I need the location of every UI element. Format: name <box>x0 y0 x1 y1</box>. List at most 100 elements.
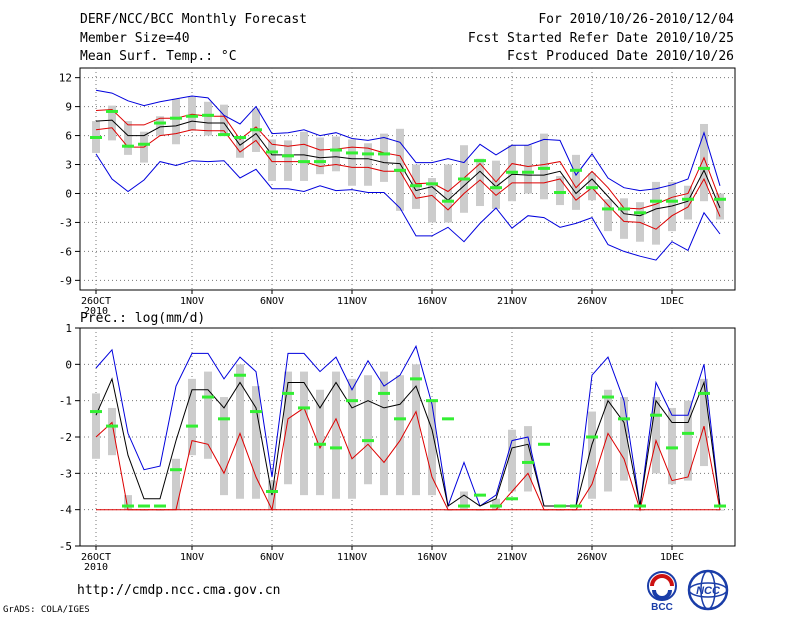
temp-y-tick-label: -3 <box>59 216 72 229</box>
temp-y-tick-label: -6 <box>59 245 72 258</box>
prec-observed-39 <box>698 391 710 395</box>
temp-box-6 <box>172 98 180 145</box>
prec-box-6 <box>172 458 180 510</box>
temp-observed-36 <box>650 199 662 203</box>
prec-box-17 <box>348 378 356 499</box>
temp-box-28 <box>524 145 532 194</box>
temp-observed-8 <box>202 113 214 117</box>
prec-panel-title: Prec.: log(mm/d) <box>80 311 205 326</box>
prec-observed-2 <box>106 424 118 428</box>
temp-box-16 <box>332 136 340 172</box>
temp-observed-11 <box>250 128 262 132</box>
prec-box-33 <box>604 389 612 492</box>
temp-box-3 <box>124 121 132 155</box>
prec-x-tick-label: 1DEC <box>660 552 684 563</box>
temp-observed-26 <box>490 186 502 190</box>
temp-box-36 <box>652 181 660 245</box>
temp-line-max <box>95 89 721 192</box>
prec-observed-36 <box>650 413 662 417</box>
temp-box-8 <box>204 101 212 136</box>
temp-plot-frame <box>79 67 736 291</box>
temp-observed-22 <box>426 182 438 186</box>
prec-x-tick-label: 6NOV <box>260 552 284 563</box>
prec-box-11 <box>252 386 260 499</box>
temp-observed-16 <box>330 148 342 152</box>
prec-box-14 <box>300 371 308 496</box>
prec-observed-10 <box>234 373 246 377</box>
prec-box-1 <box>92 393 100 459</box>
temp-box-29 <box>540 133 548 200</box>
temp-observed-13 <box>282 154 294 158</box>
temp-y-tick-label: 0 <box>65 187 72 200</box>
prec-y-tick-label: -5 <box>59 540 72 553</box>
prec-line-max <box>95 344 721 508</box>
prec-box-18 <box>364 375 372 485</box>
forecast-start-date: Fcst Started Refer Date 2010/10/25 <box>467 31 734 46</box>
temp-box-33 <box>604 199 612 232</box>
temp-observed-20 <box>394 168 406 172</box>
prec-observed-25 <box>474 493 486 497</box>
temp-observed-10 <box>234 135 246 139</box>
prec-observed-29 <box>538 442 550 446</box>
temp-observed-24 <box>458 177 470 181</box>
temp-observed-19 <box>378 152 390 156</box>
prec-observed-38 <box>682 431 694 435</box>
forecast-period: For 2010/10/26-2010/12/04 <box>538 12 734 27</box>
temp-box-37 <box>668 181 676 232</box>
prec-observed-24 <box>458 504 470 508</box>
prec-observed-31 <box>570 504 582 508</box>
prec-observed-8 <box>202 395 214 399</box>
prec-observed-17 <box>346 399 358 403</box>
temp-observed-12 <box>266 150 278 154</box>
ncc-logo-text: NCC <box>696 585 721 597</box>
bcc-logo-text: BCC <box>651 602 673 612</box>
temp-observed-23 <box>442 199 454 203</box>
forecast-produced-date: Fcst Produced Date 2010/10/26 <box>507 49 734 64</box>
prec-observed-3 <box>122 504 134 508</box>
prec-box-7 <box>188 378 196 456</box>
temp-y-tick-label: 6 <box>65 130 72 143</box>
temp-observed-3 <box>122 144 134 148</box>
prec-observed-35 <box>634 504 646 508</box>
temp-observed-30 <box>554 191 566 195</box>
member-size-label: Member Size=40 <box>80 31 190 46</box>
temp-box-30 <box>556 176 564 206</box>
prec-observed-14 <box>298 406 310 410</box>
temp-box-34 <box>620 198 628 239</box>
prec-observed-5 <box>154 504 166 508</box>
source-url[interactable]: http://cmdp.ncc.cma.gov.cn <box>77 583 281 598</box>
prec-line-mean <box>95 377 721 507</box>
temp-observed-38 <box>682 197 694 201</box>
prec-observed-30 <box>554 504 566 508</box>
prec-x-tick-label: 16NOV <box>417 552 447 563</box>
temp-observed-21 <box>410 184 422 188</box>
prec-y-tick-label: 1 <box>65 322 72 335</box>
prec-x-tick-label: 26OCT <box>81 552 111 563</box>
temp-x-tick-label: 21NOV <box>497 296 527 307</box>
temp-observed-1 <box>90 135 102 139</box>
prec-observed-15 <box>314 442 326 446</box>
temp-observed-17 <box>346 151 358 155</box>
temp-observed-15 <box>314 160 326 164</box>
temp-observed-33 <box>602 207 614 211</box>
prec-line-lower <box>95 407 721 512</box>
prec-box-9 <box>220 397 228 496</box>
prec-box-28 <box>524 426 532 492</box>
temp-observed-29 <box>538 166 550 170</box>
prec-box-13 <box>284 371 292 485</box>
prec-observed-16 <box>330 446 342 450</box>
prec-observed-20 <box>394 417 406 421</box>
prec-box-20 <box>396 375 404 496</box>
temp-y-tick-label: 9 <box>65 101 72 114</box>
prec-box-3 <box>124 495 132 510</box>
prec-box-37 <box>668 407 676 485</box>
prec-observed-13 <box>282 391 294 395</box>
prec-x-tick-label: 11NOV <box>337 552 367 563</box>
temp-box-40 <box>716 193 724 220</box>
prec-observed-12 <box>266 490 278 493</box>
temp-observed-34 <box>618 207 630 211</box>
prec-observed-19 <box>378 391 390 395</box>
prec-observed-22 <box>426 399 438 403</box>
prec-observed-32 <box>586 435 598 439</box>
prec-observed-9 <box>218 417 230 421</box>
